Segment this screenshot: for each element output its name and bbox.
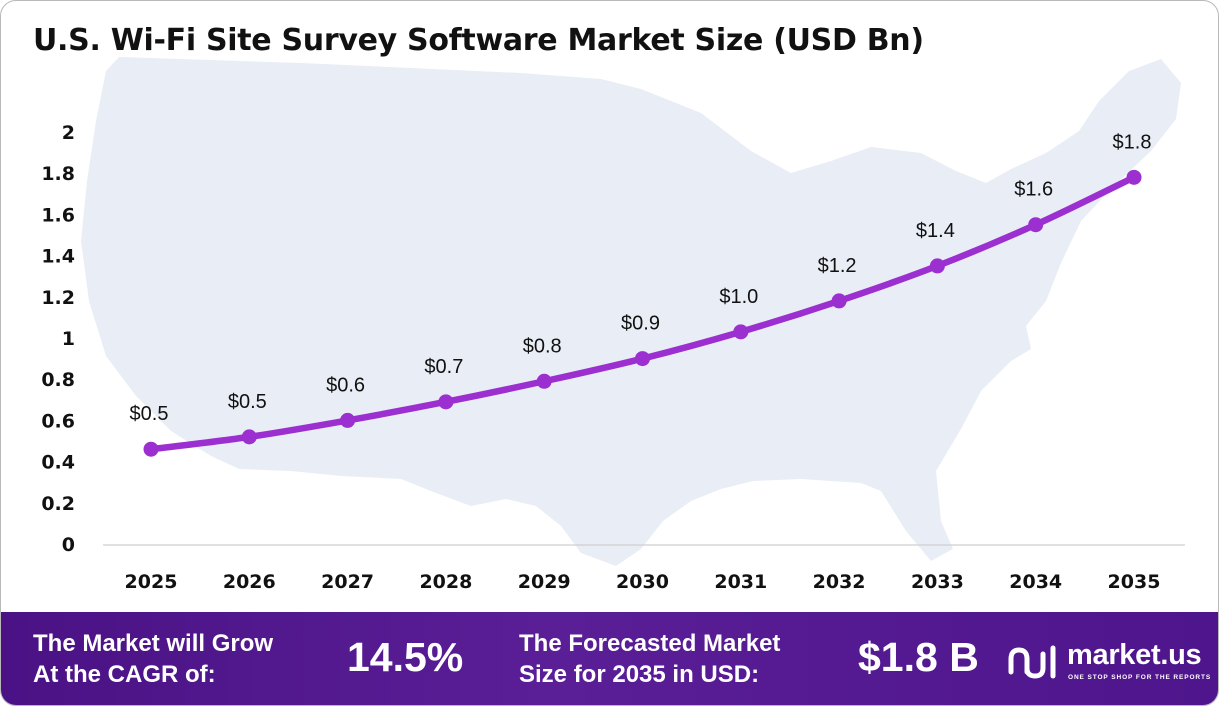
data-point xyxy=(340,412,356,428)
usa-map-silhouette xyxy=(81,57,1181,566)
data-point xyxy=(1126,169,1142,185)
summary-footer: The Market will Grow At the CAGR of: 14.… xyxy=(1,612,1218,705)
y-tick-label: 0.8 xyxy=(41,369,75,391)
y-tick-label: 0.2 xyxy=(41,493,75,515)
y-tick-label: 1.6 xyxy=(41,204,75,226)
x-tick-label: 2026 xyxy=(223,571,276,593)
data-point xyxy=(635,351,650,367)
data-label: $0.9 xyxy=(621,313,660,335)
data-label: $1.8 xyxy=(1113,131,1152,153)
market-us-logo-icon xyxy=(1008,645,1056,679)
data-point xyxy=(241,429,257,445)
x-axis: 2025 2026 2027 2028 2029 2030 2031 2032 2033 2034… xyxy=(125,571,1161,593)
x-tick-label: 2027 xyxy=(321,571,374,593)
y-tick-label: 0.6 xyxy=(41,410,75,432)
data-label: $1.0 xyxy=(719,286,758,308)
y-tick-label: 0 xyxy=(62,534,75,556)
y-axis: 0 0.2 0.4 0.6 0.8 1 1.2 1.4 1.6 1.8 2 xyxy=(41,122,75,556)
data-point xyxy=(143,441,159,457)
cagr-label: The Market will Grow At the CAGR of: xyxy=(33,628,273,690)
x-tick-label: 2029 xyxy=(518,571,571,593)
data-point xyxy=(438,394,454,410)
data-point xyxy=(1028,217,1044,233)
data-label: $0.7 xyxy=(424,356,463,378)
x-tick-label: 2034 xyxy=(1009,571,1062,593)
data-label: $0.8 xyxy=(523,335,562,357)
data-labels: $0.5 $0.5 $0.6 $0.7 $0.8 $0.9 $1.0 $1.2 $1.4 $1.6… xyxy=(130,131,1152,425)
data-label: $1.2 xyxy=(818,255,857,277)
x-tick-label: 2028 xyxy=(419,571,472,593)
data-label: $0.5 xyxy=(228,391,267,413)
x-tick-label: 2025 xyxy=(125,571,178,593)
cagr-label-line1: The Market will Grow xyxy=(33,630,274,657)
data-points xyxy=(143,169,1142,457)
x-tick-label: 2031 xyxy=(714,571,767,593)
x-tick-label: 2032 xyxy=(813,571,866,593)
data-label: $0.5 xyxy=(130,403,169,425)
data-point xyxy=(536,373,552,389)
data-label: $0.6 xyxy=(326,374,365,396)
y-tick-label: 1.2 xyxy=(41,287,75,309)
data-point xyxy=(929,258,945,274)
brand-name: market.us xyxy=(1067,639,1202,671)
chart-title: U.S. Wi-Fi Site Survey Software Market S… xyxy=(33,23,924,58)
brand-tagline: ONE STOP SHOP FOR THE REPORTS xyxy=(1068,674,1212,681)
forecast-label-line1: The Forecasted Market xyxy=(519,630,781,657)
forecast-value: $1.8 B xyxy=(858,634,979,680)
x-tick-label: 2030 xyxy=(616,571,669,593)
cagr-value: 14.5% xyxy=(347,634,464,680)
y-tick-label: 1.8 xyxy=(41,163,75,185)
data-point xyxy=(831,293,847,309)
y-tick-label: 1.4 xyxy=(41,246,75,268)
cagr-label-line2: At the CAGR of: xyxy=(33,661,216,688)
forecast-label-line2: Size for 2035 in USD: xyxy=(519,661,760,688)
y-tick-label: 2 xyxy=(62,122,75,144)
data-label: $1.4 xyxy=(916,220,955,242)
y-tick-label: 1 xyxy=(62,328,75,350)
line-chart: 0 0.2 0.4 0.6 0.8 1 1.2 1.4 1.6 1.8 2 2025 2026 2027… xyxy=(41,57,1185,593)
x-tick-label: 2033 xyxy=(911,571,964,593)
x-tick-label: 2035 xyxy=(1108,571,1161,593)
data-point xyxy=(733,324,749,340)
forecast-label: The Forecasted Market Size for 2035 in U… xyxy=(519,628,780,690)
brand-logo: market.us ONE STOP SHOP FOR THE REPORTS xyxy=(1007,636,1217,688)
data-label: $1.6 xyxy=(1014,179,1053,201)
y-tick-label: 0.4 xyxy=(41,452,75,474)
